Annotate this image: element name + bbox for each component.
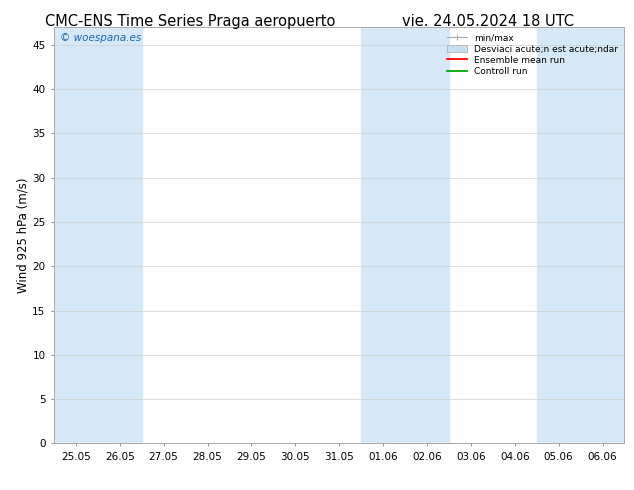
Bar [54,27,141,443]
Text: © woespana.es: © woespana.es [60,33,141,43]
Text: CMC-ENS Time Series Praga aeropuerto: CMC-ENS Time Series Praga aeropuerto [45,14,335,29]
Legend: min/max, Desviaci acute;n est acute;ndar, Ensemble mean run, Controll run: min/max, Desviaci acute;n est acute;ndar… [445,31,620,78]
Text: vie. 24.05.2024 18 UTC: vie. 24.05.2024 18 UTC [402,14,574,29]
Bar [361,27,449,443]
Bar [537,27,624,443]
Y-axis label: Wind 925 hPa (m/s): Wind 925 hPa (m/s) [16,177,30,293]
